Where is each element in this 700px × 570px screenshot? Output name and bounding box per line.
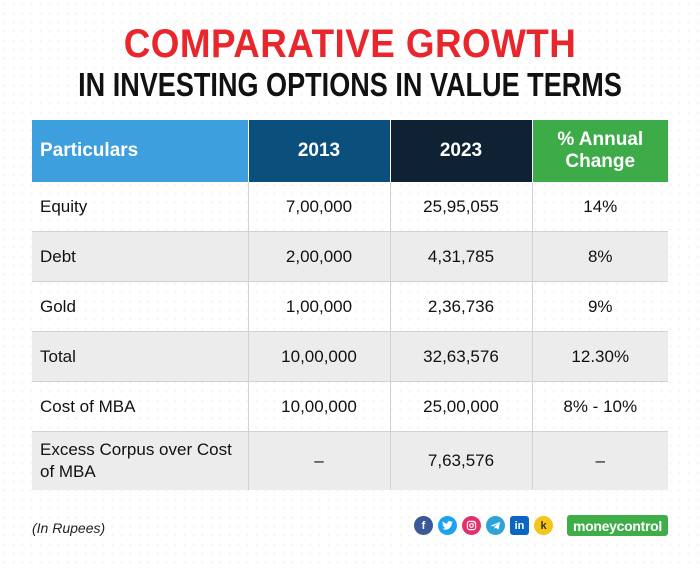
telegram-icon[interactable] (486, 516, 505, 535)
cell-2013: 1,00,000 (248, 281, 391, 332)
cell-2013: 7,00,000 (248, 182, 391, 232)
linkedin-icon[interactable]: in (510, 516, 529, 535)
cell-change: 12.30% (532, 331, 668, 382)
cell-change: 8% - 10% (532, 381, 668, 432)
twitter-icon[interactable] (438, 516, 457, 535)
cell-change: – (532, 431, 668, 490)
cell-2023: 2,36,736 (390, 281, 533, 332)
cell-label: Gold (32, 281, 249, 332)
header-particulars: Particulars (32, 120, 249, 182)
cell-2023: 25,95,055 (390, 182, 533, 232)
table-row-excess-corpus: Excess Corpus over Cost of MBA – 7,63,57… (32, 431, 668, 490)
cell-2013: 10,00,000 (248, 331, 391, 382)
cell-2023: 7,63,576 (390, 431, 533, 490)
units-note: (In Rupees) (32, 520, 106, 536)
table-row-cost-of-mba: Cost of MBA 10,00,000 25,00,000 8% - 10% (32, 381, 668, 432)
chart-title: COMPARATIVE GROWTH (123, 22, 577, 66)
facebook-icon[interactable]: f (414, 516, 433, 535)
table-row-gold: Gold 1,00,000 2,36,736 9% (32, 281, 668, 332)
data-table: Particulars 2013 2023 % Annual Change Eq… (32, 120, 668, 490)
table-row-total: Total 10,00,000 32,63,576 12.30% (32, 331, 668, 382)
cell-2023: 25,00,000 (390, 381, 533, 432)
instagram-icon[interactable] (462, 516, 481, 535)
cell-2013: 2,00,000 (248, 231, 391, 282)
cell-change: 8% (532, 231, 668, 282)
header-2013: 2013 (248, 120, 391, 182)
cell-label: Cost of MBA (32, 381, 249, 432)
cell-change: 14% (532, 182, 668, 232)
cell-2013: 10,00,000 (248, 381, 391, 432)
social-icons: f in k (414, 516, 553, 535)
cell-label: Equity (32, 182, 249, 232)
moneycontrol-logo: moneycontrol (567, 515, 668, 536)
cell-label: Excess Corpus over Cost of MBA (32, 431, 249, 490)
table-row-equity: Equity 7,00,000 25,95,055 14% (32, 182, 668, 232)
cell-2013: – (248, 431, 391, 490)
cell-2023: 4,31,785 (390, 231, 533, 282)
cell-label: Debt (32, 231, 249, 282)
table-header-row: Particulars 2013 2023 % Annual Change (32, 120, 668, 182)
header-annual-change: % Annual Change (532, 120, 668, 182)
table-row-debt: Debt 2,00,000 4,31,785 8% (32, 231, 668, 282)
cell-label: Total (32, 331, 249, 382)
chart-subtitle: IN INVESTING OPTIONS IN VALUE TERMS (78, 66, 622, 103)
koo-icon[interactable]: k (534, 516, 553, 535)
cell-2023: 32,63,576 (390, 331, 533, 382)
cell-change: 9% (532, 281, 668, 332)
header-2023: 2023 (390, 120, 533, 182)
